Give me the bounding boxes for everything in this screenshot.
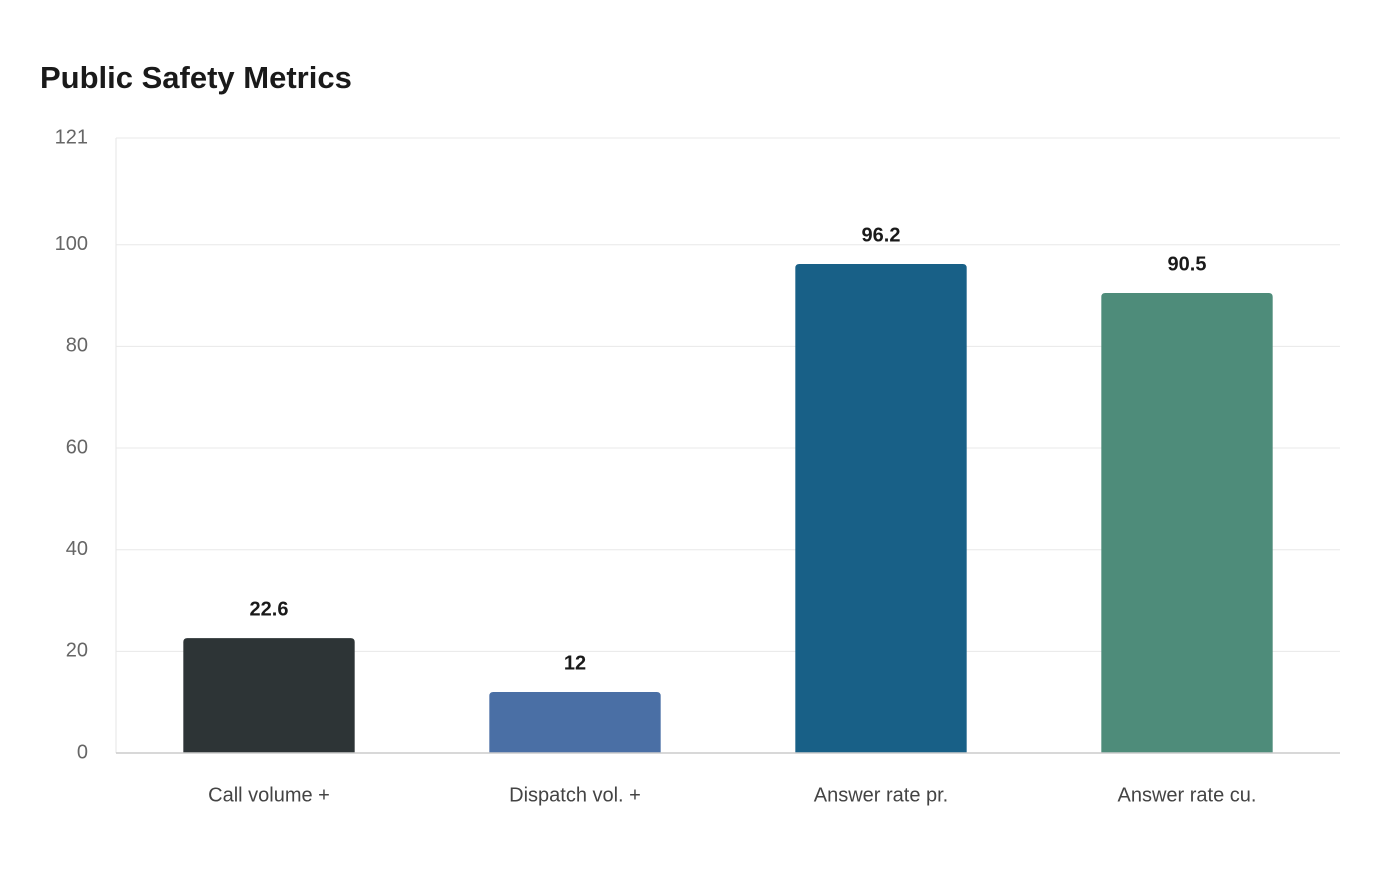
y-tick-label: 100 bbox=[55, 233, 88, 255]
bar bbox=[1101, 293, 1273, 753]
y-tick-label: 60 bbox=[66, 436, 88, 458]
value-label: 22.6 bbox=[250, 598, 289, 620]
bar bbox=[183, 638, 355, 753]
y-tick-label: 80 bbox=[66, 335, 88, 357]
value-label: 96.2 bbox=[862, 224, 901, 246]
y-tick-label: 121 bbox=[55, 126, 88, 148]
y-tick-label: 20 bbox=[66, 640, 88, 662]
value-label: 12 bbox=[564, 652, 586, 674]
y-tick-label: 40 bbox=[66, 538, 88, 560]
x-tick-label: Answer rate cu. bbox=[1118, 784, 1257, 806]
y-tick-label: 0 bbox=[77, 741, 88, 763]
x-tick-label: Answer rate pr. bbox=[814, 784, 949, 806]
chart-title: Public Safety Metrics bbox=[40, 60, 352, 95]
value-label: 90.5 bbox=[1168, 253, 1207, 275]
x-tick-label: Dispatch vol. + bbox=[509, 784, 641, 806]
bar bbox=[489, 692, 661, 753]
bar bbox=[795, 264, 967, 753]
x-tick-label: Call volume + bbox=[208, 784, 330, 806]
